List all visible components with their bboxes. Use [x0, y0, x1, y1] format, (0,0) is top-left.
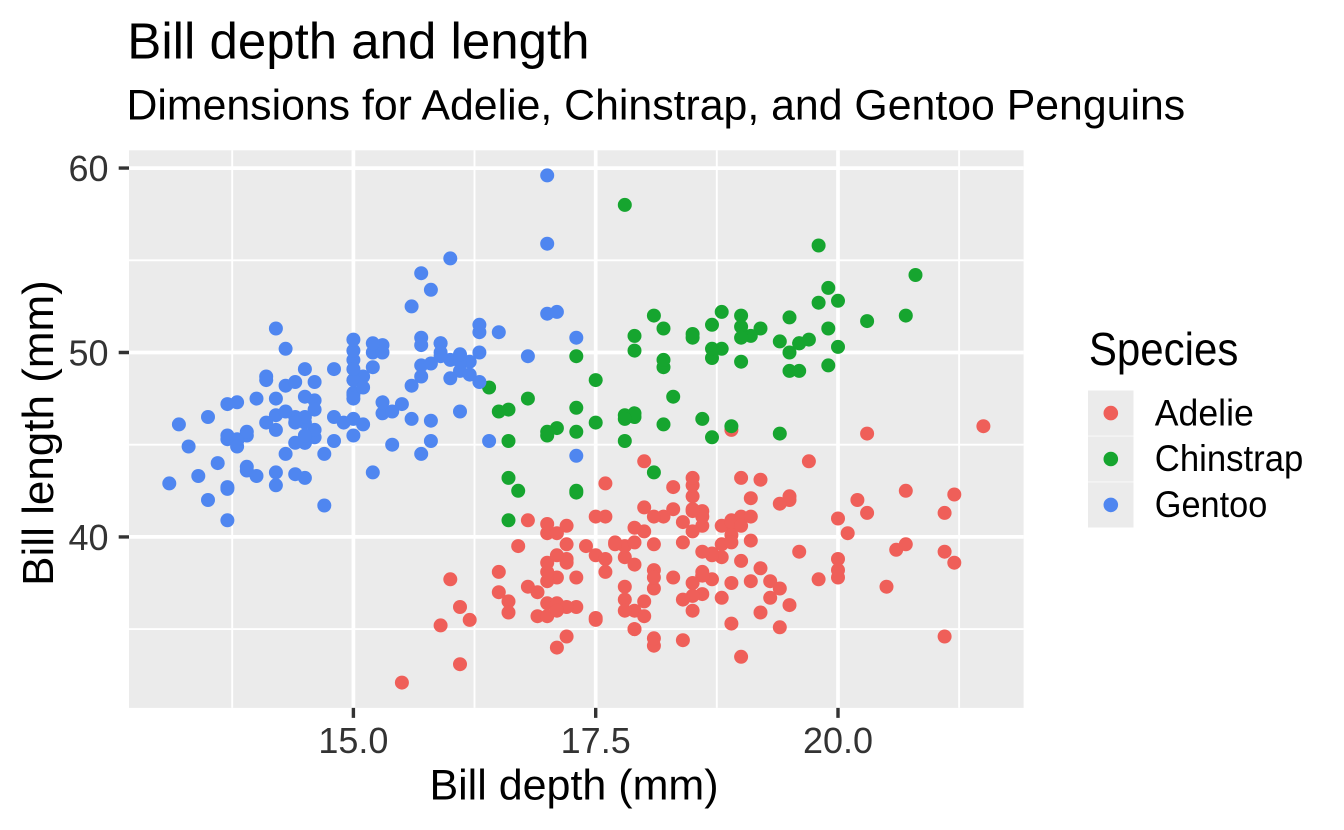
svg-text:Bill length (mm): Bill length (mm)	[14, 280, 63, 586]
svg-text:17.5: 17.5	[561, 720, 631, 761]
svg-text:Bill depth and length: Bill depth and length	[127, 13, 589, 70]
svg-text:Dimensions for Adelie, Chinstr: Dimensions for Adelie, Chinstrap, and Ge…	[127, 82, 1186, 130]
svg-text:Gentoo: Gentoo	[1155, 484, 1268, 525]
svg-text:15.0: 15.0	[318, 720, 388, 761]
svg-text:60: 60	[68, 148, 108, 189]
svg-text:Species: Species	[1089, 323, 1239, 375]
svg-text:50: 50	[68, 333, 108, 374]
svg-text:20.0: 20.0	[803, 720, 873, 761]
svg-text:Chinstrap: Chinstrap	[1155, 438, 1304, 479]
svg-text:Adelie: Adelie	[1155, 392, 1254, 433]
svg-text:40: 40	[68, 517, 108, 558]
svg-text:Bill depth (mm): Bill depth (mm)	[429, 762, 718, 810]
